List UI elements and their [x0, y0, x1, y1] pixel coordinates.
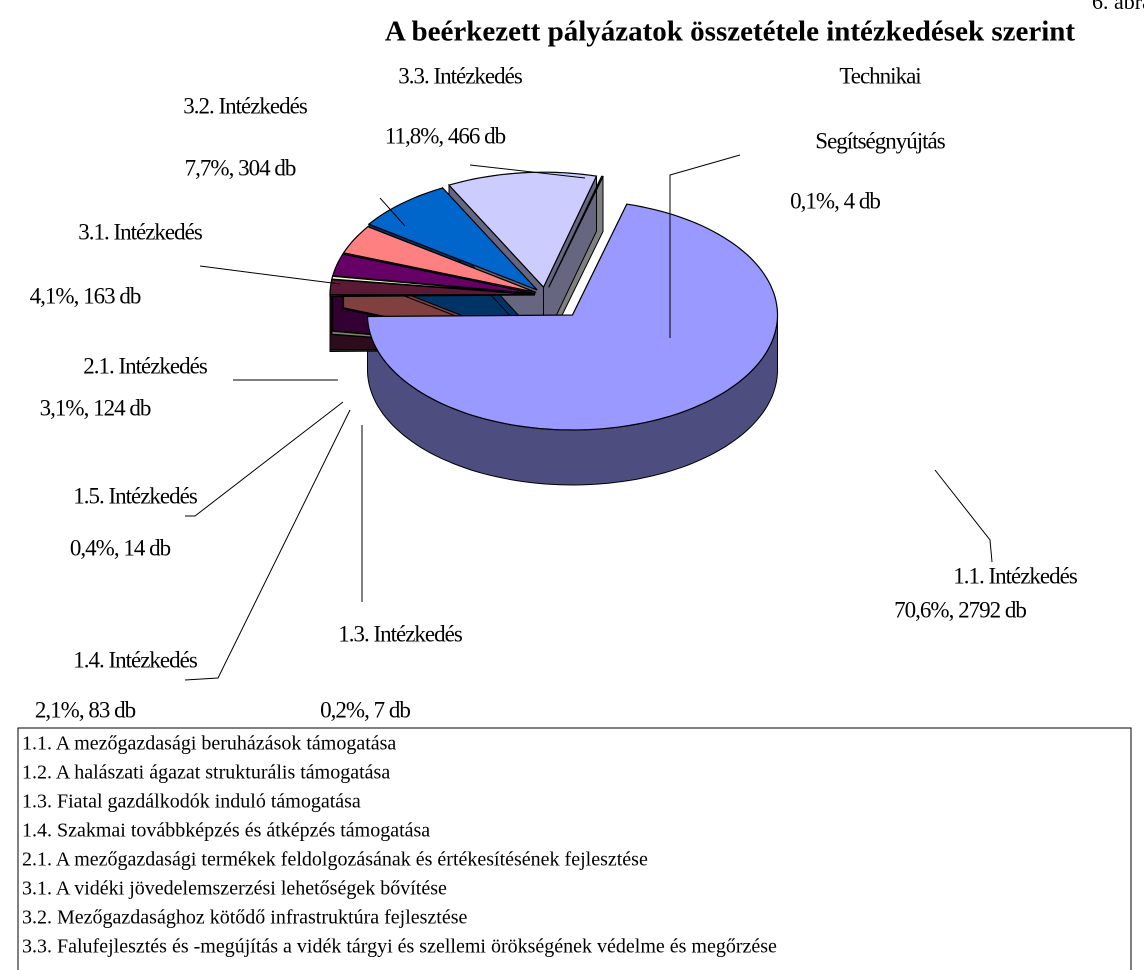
legend-item: 1.2. A halászati ágazat strukturális tám… [22, 762, 390, 784]
legend-item: 2.1. A mezőgazdasági termékek feldolgozá… [22, 849, 648, 871]
slice [342, 226, 537, 293]
legend-item: 3.3. Falufejlesztés és -megújítás a vidé… [22, 936, 777, 958]
value-label: 0,2%, 7 db [320, 697, 410, 722]
slice-label: Technikai [839, 63, 921, 88]
leader-line [185, 401, 344, 517]
slice-label: 1.1. Intézkedés [953, 563, 1078, 588]
legend-box [17, 727, 1132, 970]
slice-label: 1.4. Intézkedés [73, 647, 198, 672]
value-label: 0,4%, 14 db [70, 535, 171, 560]
slice [366, 203, 779, 431]
slice-label: 2.1. Intézkedés [83, 353, 208, 378]
legend-item: 3.1. A vidéki jövedelemszerzési lehetősé… [22, 878, 447, 900]
leader-line [184, 409, 351, 681]
leader-line [199, 265, 341, 285]
value-label: 70,6%, 2792 db [894, 597, 1026, 622]
slice [548, 175, 604, 288]
legend-item: 1.4. Szakmai továbbképzés és átképzés tá… [22, 820, 430, 842]
legend: 1.1. A mezőgazdasági beruházások támogat… [22, 733, 777, 958]
legend-item: 1.3. Fiatal gazdálkodók induló támogatás… [22, 791, 361, 813]
value-label: 7,7%, 304 db [185, 155, 296, 180]
leader-line [379, 197, 406, 227]
slice [331, 253, 536, 295]
value-label: 2,1%, 83 db [35, 697, 136, 722]
slice [447, 171, 598, 289]
slice-label: 3.1. Intézkedés [78, 219, 203, 244]
legend-item: 1.1. A mezőgazdasági beruházások támogat… [22, 733, 396, 755]
leader-line [934, 469, 993, 563]
slice-label: 3.3. Intézkedés [398, 63, 523, 88]
pie [329, 171, 779, 486]
legend-item: 3.2. Mezőgazdasághoz kötődő infrastruktú… [22, 907, 468, 929]
value-label: 3,1%, 124 db [40, 395, 151, 420]
value-label: 11,8%, 466 db [385, 123, 506, 148]
slice-label: Segítségnyújtás [815, 128, 945, 153]
slice-label: 3.2. Intézkedés [183, 93, 308, 118]
chart-title: A beérkezett pályázatok összetétele inté… [385, 16, 1075, 48]
value-label: 4,1%, 163 db [30, 283, 141, 308]
leader-line [669, 154, 741, 338]
figure-label: 6. ábra [1092, 0, 1144, 14]
slice [331, 275, 536, 295]
leader-line [469, 164, 586, 179]
slice [367, 187, 538, 291]
value-label: 0,1%, 4 db [790, 188, 880, 213]
labels: Technikai Segítségnyújtás 0,1%, 4 db 1.1. I… [30, 63, 1079, 722]
slice-label: 1.5. Intézkedés [73, 483, 198, 508]
slice-label: 1.3. Intézkedés [338, 621, 463, 646]
